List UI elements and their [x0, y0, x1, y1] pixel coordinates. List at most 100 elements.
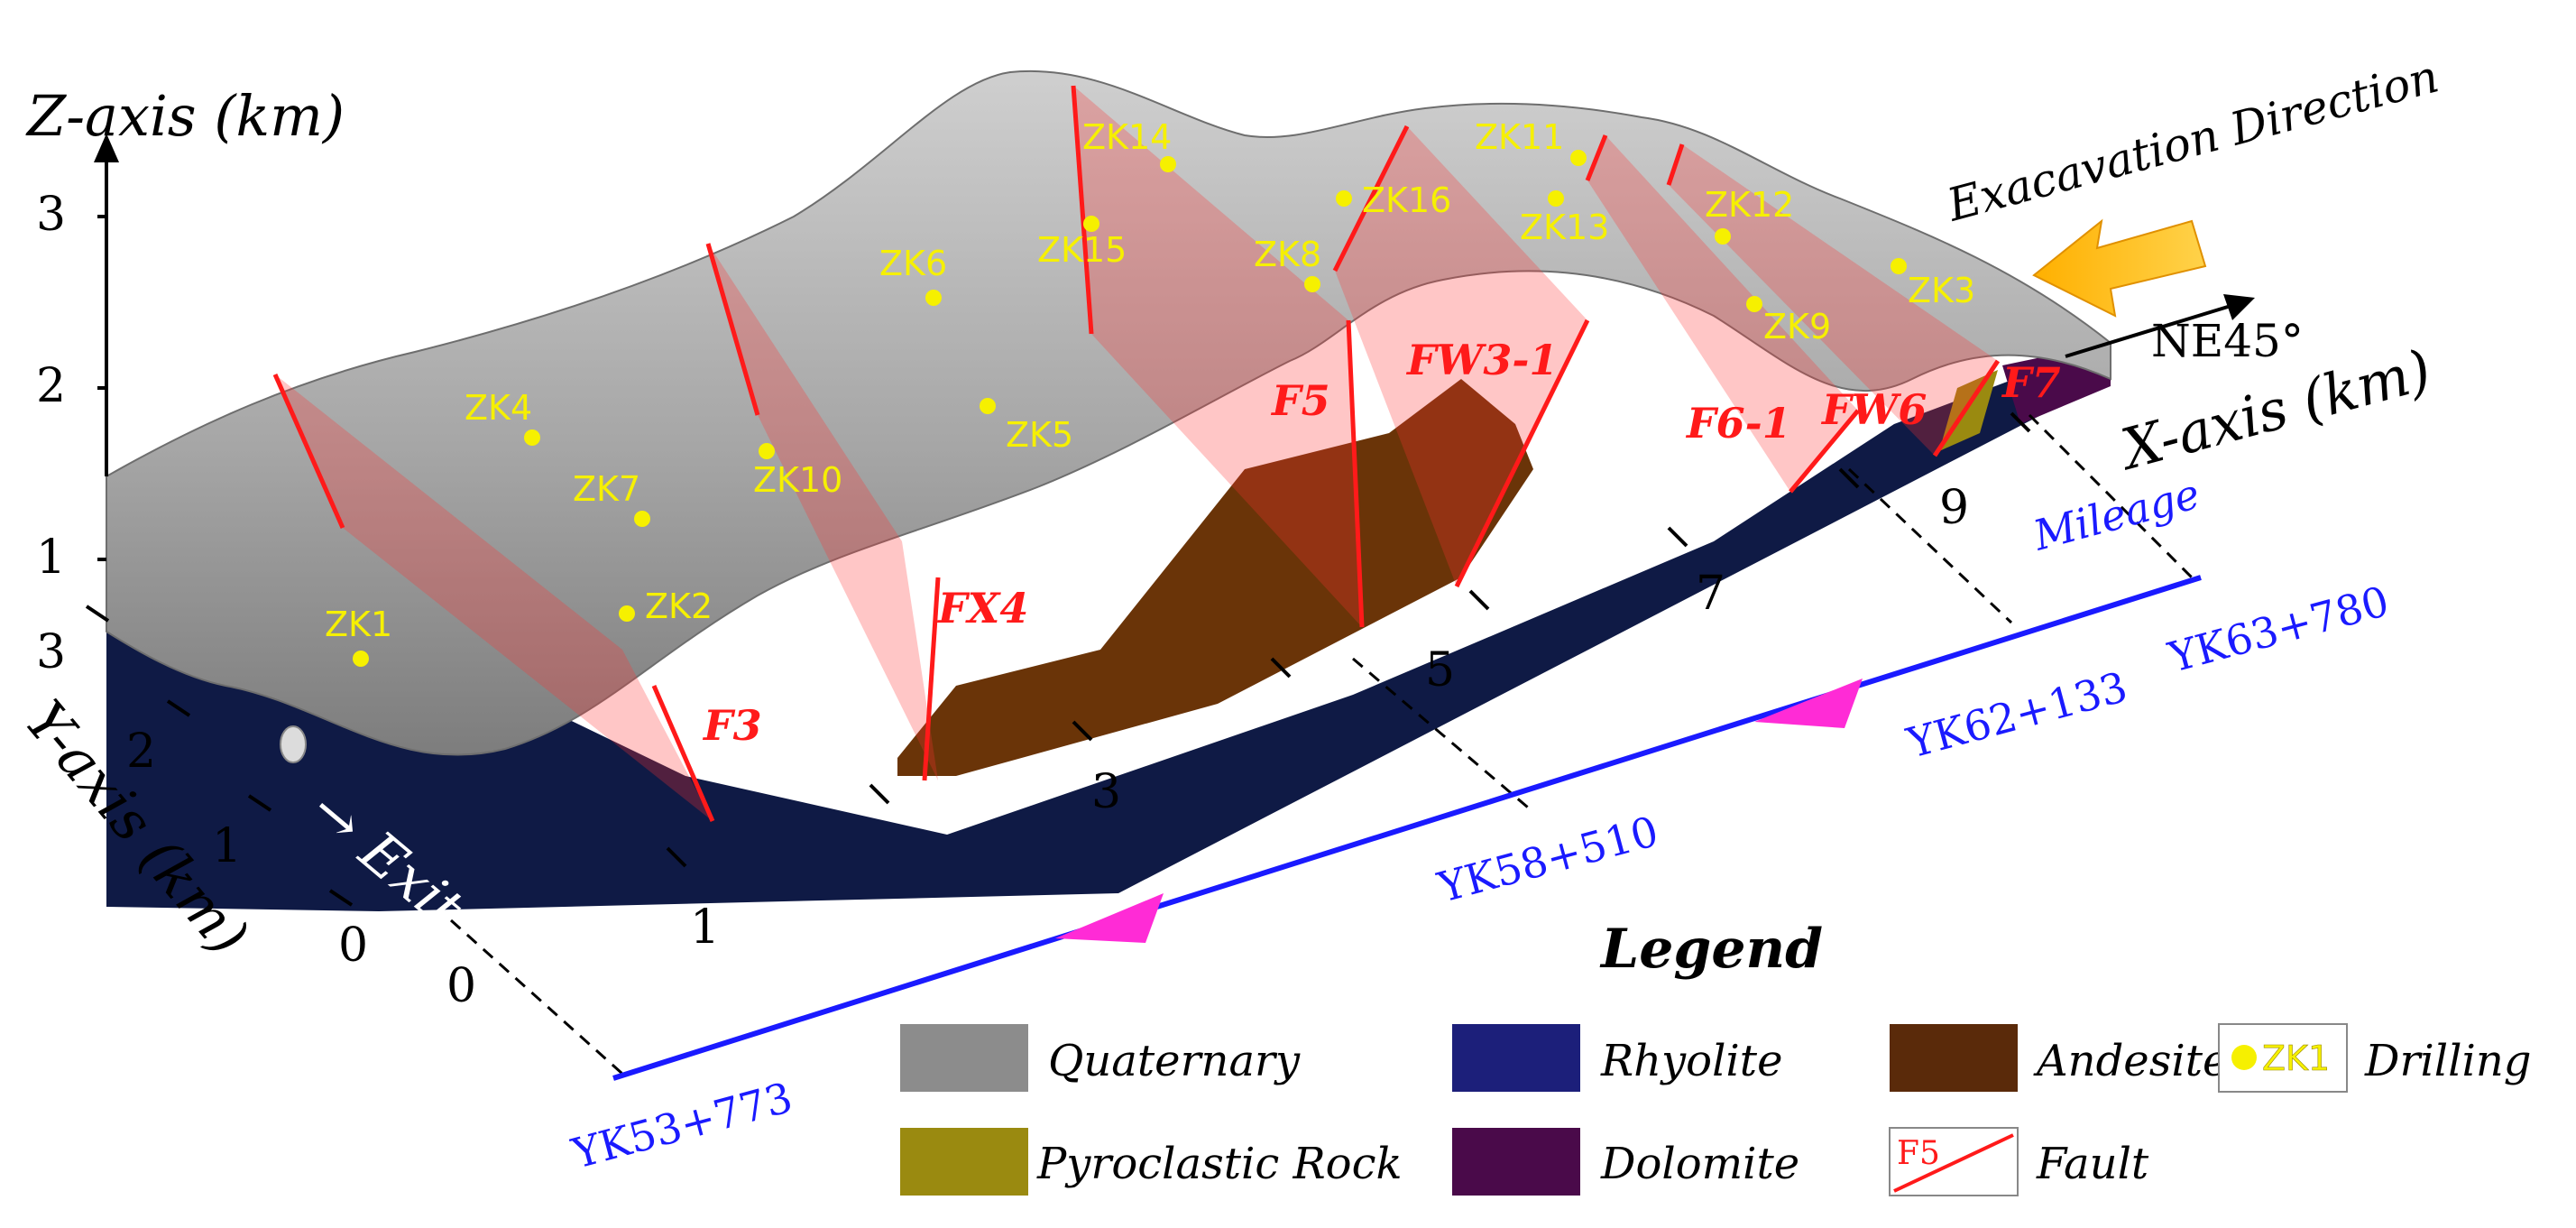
legend-label: Andesite: [2033, 1036, 2228, 1086]
y-tick: [166, 699, 191, 717]
legend-fault-sample: F5: [1897, 1135, 1940, 1172]
x-axis-line: [2065, 305, 2229, 358]
drilling-point: ZK9: [1746, 296, 1831, 346]
drilling-label: ZK11: [1475, 117, 1564, 157]
fault-label: F3: [702, 701, 762, 750]
drilling-point: ZK4: [465, 388, 540, 446]
y-tick: [328, 889, 354, 907]
drilling-label: ZK7: [573, 469, 640, 509]
legend-label: Drilling: [2364, 1036, 2531, 1086]
fault-trace-fw6-top: [1666, 143, 1685, 186]
drilling-point: ZK10: [753, 443, 842, 500]
fault-label: F5: [1270, 376, 1330, 425]
drilling-point: ZK8: [1254, 235, 1321, 292]
axes: [85, 134, 2255, 907]
fault-trace-f61-top: [1585, 134, 1608, 181]
fault-label: FX4: [936, 584, 1028, 632]
connector-line: [1352, 657, 1534, 814]
fault-plane-fw6: [1669, 144, 1998, 456]
fault-traces: [272, 85, 2001, 822]
legend-swatch-dolomite: [1452, 1128, 1580, 1196]
y-tick-label: 1: [212, 819, 242, 873]
fault-label: F6-1: [1685, 399, 1791, 448]
drilling-point: ZK13: [1520, 190, 1609, 247]
mileage-point: YK63+780: [2163, 577, 2394, 682]
fault-label: F7: [2001, 358, 2061, 407]
legend-drilling-sample: ZK1: [2262, 1039, 2330, 1078]
fault-planes: [275, 86, 1998, 821]
drilling-label: ZK13: [1520, 208, 1609, 247]
x-tick-label: 0: [446, 959, 476, 1013]
mileage-point: YK53+773: [566, 1073, 797, 1178]
connector-line: [1847, 467, 2013, 624]
fault-trace-fw6-face: [1932, 359, 2001, 457]
mileage-point: YK58+510: [1432, 807, 1663, 912]
drilling-label: ZK12: [1705, 185, 1794, 225]
drilling-point: ZK11: [1475, 117, 1587, 166]
x-tick-label: 5: [1425, 643, 1455, 697]
drilling-point: ZK2: [619, 586, 713, 626]
fault-trace-f3-face: [651, 685, 715, 822]
fault-plane-f3: [275, 374, 713, 821]
drilling-point: ZK7: [573, 469, 650, 527]
drilling-point: ZK1: [325, 605, 392, 667]
legend-label: Quaternary: [1048, 1036, 1301, 1086]
drilling-point: ZK14: [1082, 117, 1176, 172]
drilling-label: ZK5: [1006, 415, 1073, 455]
z-tick-label: 3: [36, 188, 66, 242]
fault-plane-f5: [1073, 86, 1362, 627]
x-axis-arrowhead: [2223, 294, 2255, 320]
y-tick-label: 0: [338, 919, 368, 973]
x-tick: [869, 783, 890, 805]
fault-trace-f5-top: [1071, 85, 1094, 335]
drilling-point: ZK6: [879, 244, 947, 306]
fault-trace-fx4-face: [922, 577, 941, 781]
z-tick-label: 2: [36, 359, 66, 413]
fault-plane-fx4: [708, 244, 938, 780]
connector-line: [2028, 413, 2194, 579]
legend-label: Rhyolite: [1600, 1036, 1782, 1086]
x-tick: [1072, 720, 1093, 742]
z-tick-label: 1: [36, 531, 66, 585]
legend-swatch-quaternary: [900, 1024, 1028, 1092]
fault-labels: F3 FX4 F5 FW3-1 F6-1 FW6 F7: [702, 336, 2061, 750]
drilling-label: ZK10: [753, 460, 842, 500]
fault-label: FW3-1: [1405, 336, 1558, 384]
x-tick: [666, 846, 687, 868]
bearing-label: NE45°: [2151, 315, 2304, 367]
drilling-label: ZK4: [465, 388, 532, 428]
mileage-title: Mileage: [2028, 469, 2204, 560]
x-tick-label: 1: [690, 900, 720, 955]
x-tick: [1667, 526, 1688, 548]
excavation-direction-label: Exacavation Direction: [1941, 50, 2443, 231]
drilling-point: ZK12: [1705, 185, 1794, 245]
drilling-label: ZK15: [1037, 230, 1127, 270]
x-tick-label: 9: [1939, 481, 1969, 535]
fault-plane-fw31: [1335, 126, 1587, 586]
x-tick: [1468, 589, 1490, 611]
drilling-points: ZK1 ZK2 ZK3 ZK4 ZK5 ZK6 ZK7 ZK8 ZK9 ZK10…: [325, 117, 1975, 667]
fault-trace-fx4-top: [705, 243, 760, 416]
legend-label: Pyroclastic Rock: [1036, 1139, 1403, 1189]
fault-trace-fw31-face: [1454, 319, 1590, 588]
mileage-connectors: [449, 413, 2194, 1076]
y-tick-label: 3: [36, 625, 66, 679]
legend-swatch-rhyolite: [1452, 1024, 1580, 1092]
x-tick: [2010, 411, 2031, 433]
legend: Legend Quaternary Rhyolite Andesite ZK1 …: [900, 918, 2531, 1196]
drilling-label: ZK16: [1362, 180, 1451, 220]
direction-arrow: [1055, 893, 1164, 943]
legend-label: Fault: [2036, 1139, 2149, 1189]
legend-label: Dolomite: [1600, 1139, 1799, 1189]
fault-trace-f3-top: [272, 373, 345, 530]
drilling-point: ZK16: [1336, 180, 1451, 220]
mileage-point: YK62+133: [1901, 662, 2132, 768]
andesite-body: [897, 379, 1533, 776]
fault-trace-f5-face: [1346, 319, 1365, 628]
x-tick-label: 7: [1696, 567, 1725, 621]
z-axis-label: Z-axis (km): [25, 83, 345, 149]
x-tick: [1270, 657, 1292, 679]
fault-trace-fw31-top: [1332, 125, 1410, 272]
direction-arrow: [1754, 679, 1863, 728]
